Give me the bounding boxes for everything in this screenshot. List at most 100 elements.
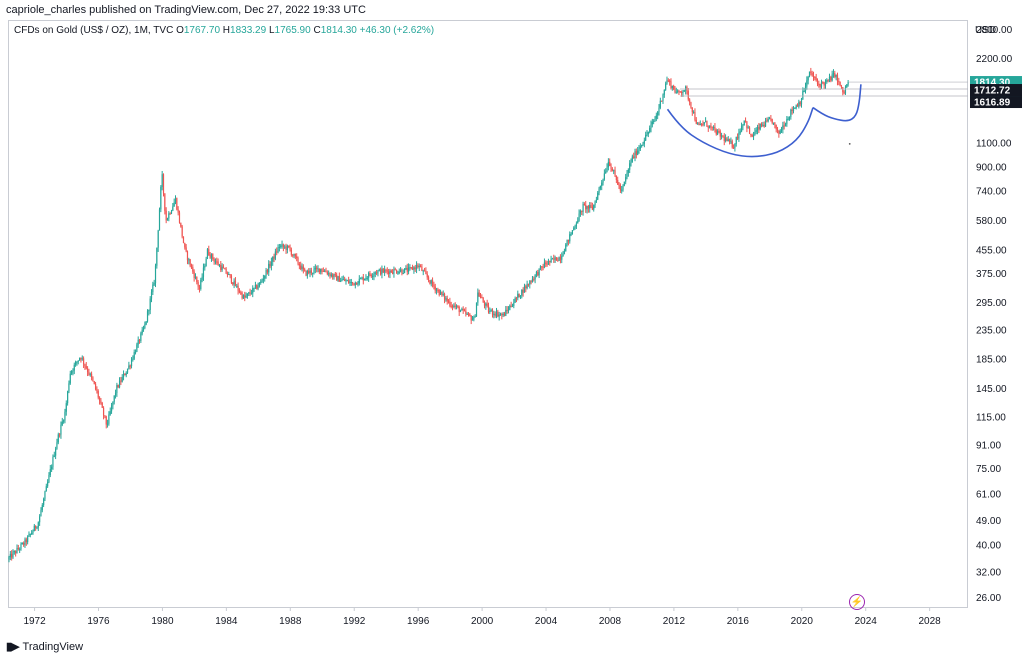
candle-body [675, 91, 677, 93]
candle-body [421, 266, 423, 271]
y-tick-label: 61.00 [976, 489, 1001, 500]
candle-body [646, 134, 648, 136]
candle-body [413, 267, 415, 270]
candle-body [449, 301, 451, 306]
candle-body [685, 86, 687, 91]
candle-body [73, 364, 75, 371]
candle-body [626, 172, 628, 178]
candle-body [325, 270, 327, 273]
candle-body [117, 385, 119, 388]
candle-body [759, 123, 761, 130]
candle-body [200, 279, 202, 289]
last-price-badge-text: 1814.30 [974, 78, 1011, 89]
candle-body [497, 311, 499, 317]
candle-body [9, 553, 11, 558]
candle-body [21, 542, 23, 545]
candle-body [202, 267, 205, 277]
candle-body [482, 297, 484, 302]
candle-body [100, 400, 102, 404]
candle-body [138, 339, 141, 341]
candle-body [225, 268, 227, 274]
candle-body [96, 388, 98, 392]
candle-body [36, 527, 38, 529]
candle-body [241, 292, 243, 299]
candles-group [8, 67, 849, 563]
candle-body [373, 273, 375, 276]
candle-body [635, 151, 637, 155]
candle-body [249, 292, 251, 294]
candle-body [337, 276, 339, 281]
candle-body [176, 198, 178, 210]
candle-body [735, 137, 737, 144]
candle-body [370, 275, 372, 277]
candle-body [164, 193, 166, 211]
candle-body [570, 234, 572, 236]
candle-body [533, 278, 535, 280]
candle-body [418, 265, 420, 267]
candle-body [44, 491, 46, 499]
tv-mark-icon: ▮▶ [6, 641, 19, 653]
candle-body [245, 295, 247, 298]
candle-body [645, 134, 647, 141]
candle-body [33, 525, 35, 532]
candle-body [786, 119, 788, 125]
candle-body [776, 129, 779, 131]
candle-body [94, 383, 97, 389]
candle-body [830, 76, 832, 81]
candle-body [510, 305, 512, 307]
candle-body [643, 140, 645, 144]
x-tick-label: 2008 [599, 616, 622, 627]
candle-body [92, 377, 94, 382]
candle-body [814, 76, 816, 78]
candle-body [77, 360, 79, 362]
candle-body [463, 310, 466, 312]
candle-body [511, 305, 514, 307]
candle-body [575, 223, 578, 227]
candle-body [265, 270, 267, 276]
candle-body [550, 258, 552, 262]
candle-body [487, 305, 490, 312]
level-badge-lower-bg [970, 96, 1022, 109]
candle-body [800, 99, 803, 105]
chart-pane[interactable] [8, 20, 968, 608]
candle-body [29, 533, 31, 535]
candle-body [683, 90, 685, 92]
candle-body [574, 226, 576, 228]
candle-body [256, 284, 258, 289]
candle-body [280, 245, 282, 247]
candle-body [450, 305, 452, 307]
candle-body [248, 292, 250, 294]
candle-body [74, 361, 77, 365]
x-tick-label: 2004 [535, 616, 558, 627]
candle-body [494, 313, 496, 316]
candle-body [102, 407, 105, 416]
candle-body [194, 276, 197, 278]
candle-body [454, 305, 456, 307]
candle-body [555, 257, 558, 261]
candle-body [20, 544, 22, 549]
candle-body [431, 280, 434, 285]
candle-body [671, 85, 673, 89]
candle-body [631, 156, 633, 162]
candle-body [308, 270, 310, 274]
candle-body [728, 139, 731, 142]
candle-body [24, 539, 26, 545]
candle-body [185, 247, 187, 252]
candle-body [381, 268, 383, 275]
flash-icon[interactable]: ⚡ [849, 594, 865, 610]
candle-body [810, 71, 812, 74]
candle-body [71, 371, 73, 374]
candle-body [662, 94, 664, 101]
candle-body [730, 141, 732, 143]
candle-body [192, 267, 194, 272]
candle-body [595, 199, 597, 202]
candle-body [808, 71, 811, 77]
candle-body [739, 131, 741, 133]
candle-body [467, 313, 470, 315]
candle-body [799, 102, 801, 105]
candle-body [461, 308, 463, 311]
candle-body [798, 102, 800, 107]
level-badge-upper-text: 1712.72 [974, 86, 1011, 97]
candle-body [65, 403, 67, 412]
candle-body [791, 109, 793, 112]
